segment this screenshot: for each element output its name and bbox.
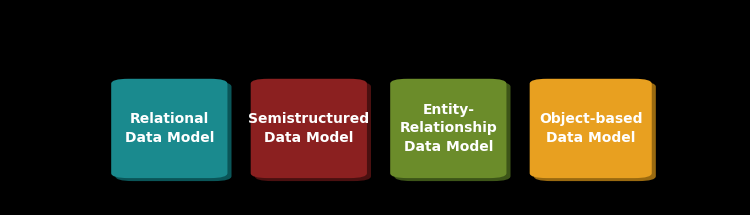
Text: Entity-
Relationship
Data Model: Entity- Relationship Data Model: [400, 103, 497, 154]
FancyBboxPatch shape: [390, 79, 506, 178]
Text: Relational
Data Model: Relational Data Model: [124, 112, 214, 145]
Text: Object-based
Data Model: Object-based Data Model: [539, 112, 643, 145]
FancyBboxPatch shape: [251, 79, 367, 178]
FancyBboxPatch shape: [530, 79, 652, 178]
FancyBboxPatch shape: [111, 79, 227, 178]
FancyBboxPatch shape: [255, 82, 371, 181]
FancyBboxPatch shape: [116, 82, 232, 181]
FancyBboxPatch shape: [394, 82, 511, 181]
Text: Semistructured
Data Model: Semistructured Data Model: [248, 112, 369, 145]
FancyBboxPatch shape: [534, 82, 656, 181]
